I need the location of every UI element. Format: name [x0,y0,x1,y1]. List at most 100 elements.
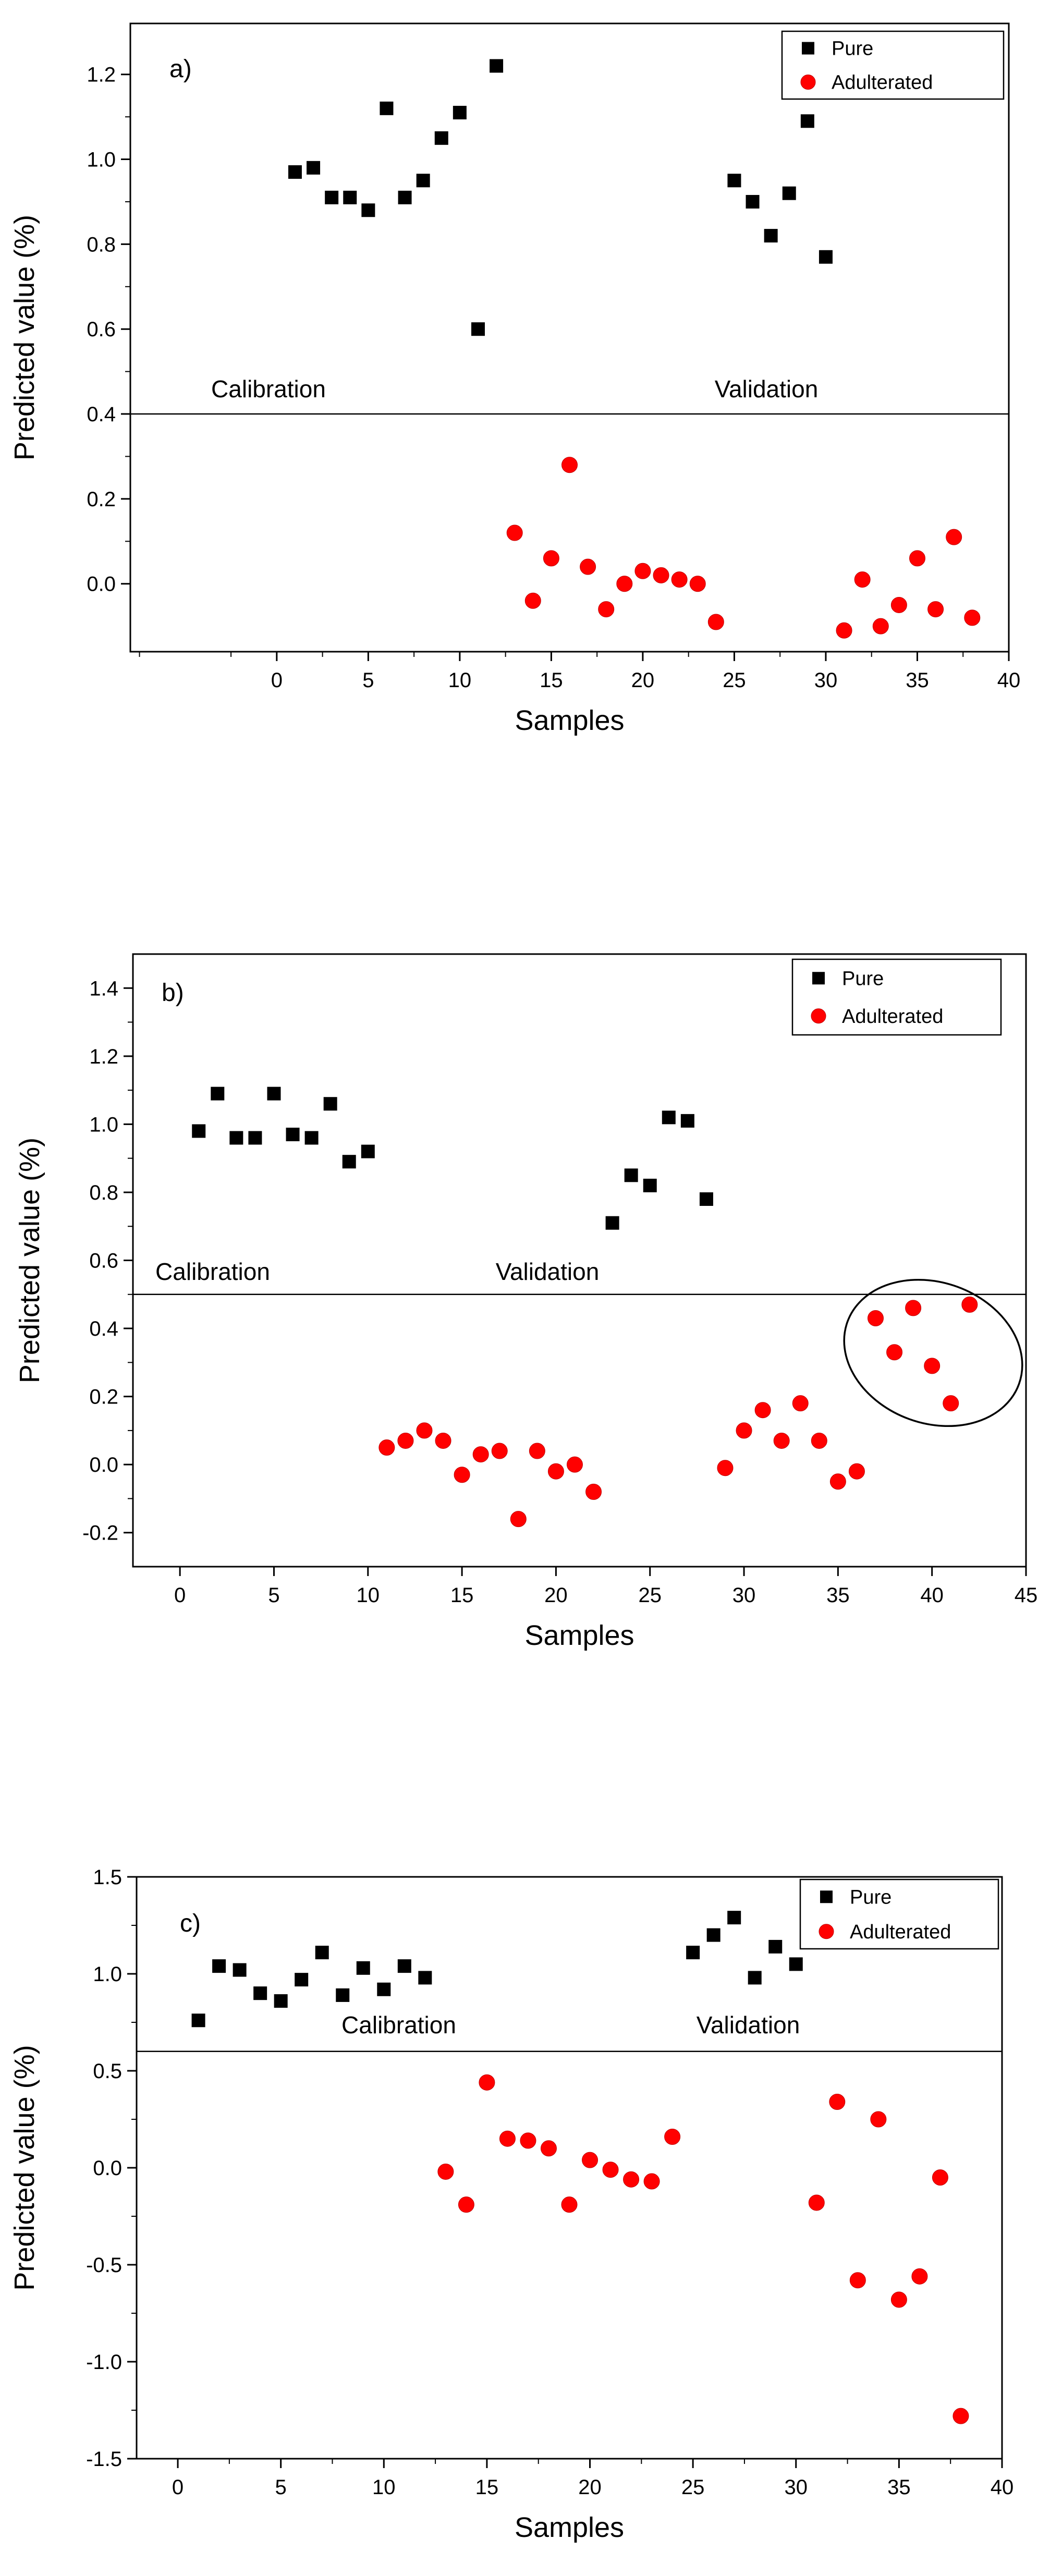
pure-point [624,1168,638,1182]
pure-point [304,1131,319,1145]
y-axis-label: Predicted value (%) [14,1138,45,1383]
adulterated-point [829,1473,846,1490]
legend-box [781,30,1005,100]
adulterated-point [836,622,852,639]
pure-point [662,1110,676,1125]
x-axis-label: Samples [524,1620,634,1651]
y-tick-label: -0.5 [86,2254,122,2277]
y-tick-label: 0.5 [93,2060,122,2083]
adulterated-point [543,550,559,567]
adulterated-point [952,2408,969,2424]
pure-point [253,1986,267,2000]
adulterated-point [506,524,523,541]
x-tick-label: 10 [357,1584,380,1607]
adulterated-point [397,1432,414,1449]
pure-point [490,59,504,73]
x-tick-label: 5 [362,669,374,692]
pure-point [398,190,412,204]
y-tick-label: 1.0 [87,149,116,172]
adulterated-point [927,601,944,618]
legend-label-pure: Pure [842,968,884,990]
y-tick-label: -1.0 [86,2351,122,2374]
pure-point [191,2013,205,2028]
y-tick-label: -0.2 [82,1522,118,1545]
adulterated-point [520,2132,536,2149]
adulterated-point [867,1310,884,1326]
y-tick-label: 1.4 [89,977,118,1000]
pure-point [377,1982,391,1996]
legend-pure-marker [802,42,814,55]
pure-point [768,1939,783,1954]
x-axis-label: Samples [515,705,624,736]
legend-pure-marker [812,972,825,985]
chart-panel-2: 0 5 10 15 20 25 30 35 40 45 -0.2 0.0 0.2 0.4 0.6 0.8 1.0… [14,953,1038,1651]
x-tick-label: 20 [631,669,655,692]
adulterated-point [905,1300,922,1316]
pure-point [325,190,339,204]
x-tick-label: 25 [638,1584,662,1607]
pure-point [643,1178,657,1192]
pure-point [356,1961,370,1975]
y-tick-label: 1.0 [89,1113,118,1136]
pure-point [471,322,485,336]
pure-point [361,1144,375,1158]
adulterated-point [664,2128,681,2145]
pure-point [800,114,814,128]
pure-point [748,1971,762,1985]
adulterated-point [547,1463,564,1480]
pure-point [453,105,467,119]
y-tick-label: 0.0 [89,1454,118,1476]
adulterated-point [561,457,578,473]
x-tick-label: 10 [448,669,472,692]
adulterated-point [616,576,633,592]
adulterated-point [458,2196,474,2213]
pure-point [233,1963,247,1977]
pure-point [229,1131,243,1145]
adulterated-point [602,2162,619,2178]
x-tick-label: 0 [172,2476,184,2499]
x-tick-label: 15 [475,2476,499,2499]
validation-label: Validation [697,2011,800,2038]
pure-point [286,1127,300,1141]
y-tick-label: 0.2 [89,1386,118,1409]
pure-point [307,161,321,175]
x-tick-label: 45 [1015,1584,1038,1607]
adulterated-point [561,2196,578,2213]
pure-point [416,174,430,188]
adulterated-point [529,1443,545,1459]
pure-point [380,101,394,115]
x-tick-label: 25 [723,669,746,692]
legend-label-adulterated: Adulterated [850,1921,951,1943]
y-tick-label: 0.8 [89,1181,118,1204]
y-tick-label: 0.8 [87,233,116,256]
pure-point [192,1124,206,1138]
chart-panel-3: 0 5 10 15 20 25 30 35 40 -1.5 -1.0 -0.5 0.0 0.5 1.0 1.5… [9,1866,1013,2543]
x-tick-label: 20 [544,1584,568,1607]
adulterated-point [689,576,706,592]
pure-point [819,250,833,264]
pure-point [397,1959,411,1973]
adulterated-point [582,2152,599,2168]
x-tick-label: 15 [450,1584,474,1607]
adulterated-point [943,1395,959,1412]
adulterated-point [849,2272,866,2289]
pure-point [727,1911,741,1925]
adulterated-point [870,2111,887,2128]
y-tick-label: 1.5 [93,1866,122,1889]
pure-point [680,1114,694,1128]
y-tick-label: 0.0 [87,573,116,596]
legend-label-pure: Pure [850,1886,892,1908]
adulterated-point [773,1432,790,1449]
pure-point [764,229,778,243]
y-tick-label: 0.6 [89,1250,118,1273]
adulterated-point [416,1422,433,1439]
pure-point [342,1155,356,1169]
pure-point [323,1097,337,1111]
adulterated-point [566,1456,583,1473]
legend-adulterated-marker [819,1924,834,1939]
pure-point [605,1216,619,1230]
pure-point [418,1971,432,1985]
outlier-ellipse [843,1278,1023,1427]
x-tick-label: 35 [906,669,929,692]
